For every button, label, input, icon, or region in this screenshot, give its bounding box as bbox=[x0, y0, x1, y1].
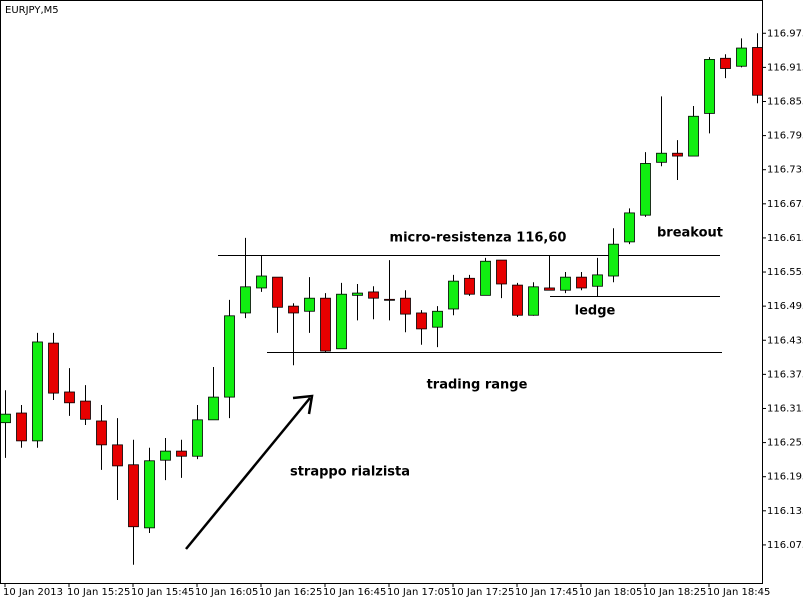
candle-body bbox=[16, 412, 27, 442]
candle-body bbox=[32, 341, 43, 442]
y-tick-label: 116.675 bbox=[767, 199, 803, 210]
y-tick-label: 116.255 bbox=[767, 438, 803, 449]
x-tick-label: 10 Jan 16:25 bbox=[259, 587, 322, 598]
candle-body bbox=[352, 292, 363, 296]
annotation: trading range bbox=[427, 378, 528, 393]
candle-body bbox=[560, 276, 571, 291]
candle-body bbox=[464, 277, 475, 295]
y-tick-label: 116.795 bbox=[767, 131, 803, 142]
annotation: strappo rialzista bbox=[290, 465, 410, 480]
candle-body bbox=[736, 47, 747, 67]
candle-body bbox=[256, 275, 267, 289]
x-tick-label: 10 Jan 2013 bbox=[3, 587, 63, 598]
candle-body bbox=[64, 391, 75, 404]
candle-body bbox=[144, 460, 155, 529]
candle-body bbox=[576, 276, 587, 289]
arrow-shaft bbox=[185, 397, 311, 550]
candle-body bbox=[288, 305, 299, 314]
y-tick-label: 116.615 bbox=[767, 233, 803, 244]
annotation: breakout bbox=[657, 226, 723, 241]
candle-body bbox=[48, 342, 59, 394]
candle-body bbox=[640, 163, 651, 216]
x-tick-label: 10 Jan 18:25 bbox=[643, 587, 706, 598]
candle-body bbox=[304, 297, 315, 312]
candle-body bbox=[688, 115, 699, 157]
candle-body bbox=[384, 298, 395, 301]
candle-body bbox=[416, 312, 427, 330]
y-tick-label: 116.975 bbox=[767, 28, 803, 39]
x-tick-label: 10 Jan 16:05 bbox=[195, 587, 258, 598]
candle-body bbox=[544, 287, 555, 291]
candle-body bbox=[608, 243, 619, 277]
x-tick-label: 10 Jan 17:25 bbox=[451, 587, 514, 598]
candle-body bbox=[720, 57, 731, 69]
x-tick-label: 10 Jan 18:45 bbox=[707, 587, 770, 598]
candle-body bbox=[656, 152, 667, 163]
annotation: ledge bbox=[575, 304, 616, 319]
candle-body bbox=[672, 152, 683, 157]
candle-body bbox=[272, 276, 283, 308]
chart-title: EURJPY,M5 bbox=[5, 5, 59, 16]
candle-body bbox=[432, 310, 443, 328]
candle-body bbox=[752, 47, 763, 96]
y-tick-label: 116.435 bbox=[767, 335, 803, 346]
y-tick-label: 116.555 bbox=[767, 267, 803, 278]
candle-body bbox=[240, 286, 251, 314]
y-tick-label: 116.375 bbox=[767, 369, 803, 380]
y-tick-label: 116.075 bbox=[767, 540, 803, 551]
candle-body bbox=[208, 396, 219, 421]
x-tick-label: 10 Jan 17:45 bbox=[515, 587, 578, 598]
candle-body bbox=[0, 413, 11, 424]
y-tick-label: 116.135 bbox=[767, 506, 803, 517]
candle-body bbox=[160, 450, 171, 461]
y-tick-label: 116.735 bbox=[767, 165, 803, 176]
annotation: micro-resistenza 116,60 bbox=[390, 231, 567, 246]
candle-body bbox=[368, 291, 379, 299]
y-tick-label: 116.315 bbox=[767, 403, 803, 414]
candle-body bbox=[496, 259, 507, 285]
candle-body bbox=[480, 260, 491, 296]
candle-body bbox=[192, 419, 203, 457]
y-tick-label: 116.855 bbox=[767, 96, 803, 107]
candle-body bbox=[400, 297, 411, 315]
x-tick-label: 10 Jan 15:25 bbox=[67, 587, 130, 598]
candle-body bbox=[528, 286, 539, 316]
candle-body bbox=[448, 280, 459, 310]
candle-body bbox=[80, 400, 91, 420]
candle-body bbox=[320, 297, 331, 352]
plot-frame bbox=[0, 0, 763, 584]
arrow-head bbox=[292, 394, 314, 415]
candle-body bbox=[624, 212, 635, 243]
candle-body bbox=[336, 293, 347, 350]
candle-body bbox=[96, 420, 107, 446]
candle-body bbox=[512, 284, 523, 316]
candle-body bbox=[112, 444, 123, 467]
y-tick-label: 116.915 bbox=[767, 62, 803, 73]
candle-body bbox=[704, 59, 715, 114]
candle-body bbox=[128, 464, 139, 528]
candle-body bbox=[224, 315, 235, 398]
x-tick-label: 10 Jan 18:05 bbox=[579, 587, 642, 598]
candle-body bbox=[592, 274, 603, 287]
y-tick-label: 116.495 bbox=[767, 301, 803, 312]
y-tick-label: 116.195 bbox=[767, 472, 803, 483]
candle-body bbox=[176, 450, 187, 457]
x-tick-label: 10 Jan 16:45 bbox=[323, 587, 386, 598]
x-tick-label: 10 Jan 15:45 bbox=[131, 587, 194, 598]
x-tick-label: 10 Jan 17:05 bbox=[387, 587, 450, 598]
